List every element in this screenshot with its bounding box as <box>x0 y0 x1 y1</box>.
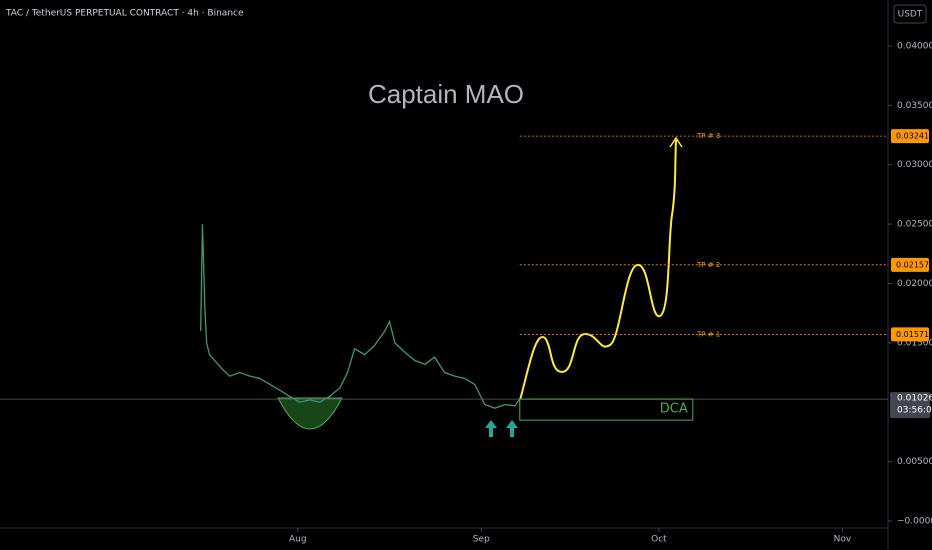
price-line <box>200 224 521 409</box>
watermark: Captain MAO <box>368 79 524 109</box>
target-label: TP # 3 <box>696 132 720 140</box>
target-label: TP # 2 <box>696 261 720 269</box>
y-tick-label: −0.00000 <box>897 516 932 526</box>
target-price-label: 0.01571 <box>896 330 929 339</box>
chart-title: TAC / TetherUS PERPETUAL CONTRACT · 4h ·… <box>5 9 244 19</box>
x-tick-label: Sep <box>473 535 490 545</box>
zone-label: DCA <box>660 402 688 417</box>
entry-arrow <box>485 420 497 437</box>
zone-box <box>519 398 694 421</box>
projection-arrow <box>669 136 683 148</box>
currency-button[interactable] <box>893 4 927 24</box>
y-tick-label: 0.01500 <box>897 338 932 348</box>
y-tick-label: 0.00500 <box>897 457 932 467</box>
entry-arrow <box>506 420 518 437</box>
y-tick-label: 0.02500 <box>897 220 932 230</box>
x-tick-label: Aug <box>289 535 307 545</box>
target-price-label: 0.03241 <box>896 132 929 141</box>
y-tick-label: 0.04000 <box>897 41 932 51</box>
y-tick-label: 0.02000 <box>897 279 932 289</box>
target-price-box <box>891 257 929 272</box>
x-tick-label: Oct <box>651 535 667 545</box>
target-label: TP # 1 <box>696 330 720 338</box>
last-price-box <box>890 392 930 419</box>
target-price-box <box>891 327 929 342</box>
target-price-box <box>891 129 929 144</box>
projection-path <box>519 139 677 401</box>
x-tick-label: Nov <box>834 535 852 545</box>
countdown-label: 03:56:06 <box>897 406 932 416</box>
target-price-label: 0.02157 <box>896 260 929 269</box>
y-tick-label: 0.03500 <box>897 101 932 111</box>
currency-label: USDT <box>898 10 923 20</box>
cup-pattern <box>277 397 343 430</box>
last-price-label: 0.01026 <box>897 394 932 404</box>
y-tick-label: 0.03000 <box>897 160 932 170</box>
